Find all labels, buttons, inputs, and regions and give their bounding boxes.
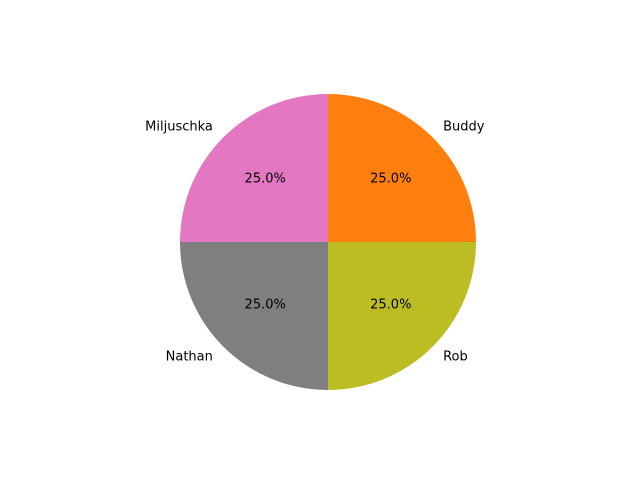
percent-label-buddy: 25.0% <box>370 172 411 187</box>
slice-label-buddy: Buddy <box>443 119 485 134</box>
slice-label-miljuschka: Miljuschka <box>145 119 213 134</box>
pie-slices <box>180 94 476 390</box>
percent-label-miljuschka: 25.0% <box>245 172 286 187</box>
slice-label-nathan: Nathan <box>166 350 213 365</box>
pie-slice-rob <box>328 242 476 390</box>
pie-slice-buddy <box>328 94 476 242</box>
pie-labels: Buddy 25.0% Rob 25.0% Nathan 25.0% Miljuschka 2… <box>145 119 485 364</box>
slice-label-rob: Rob <box>443 350 468 365</box>
percent-label-rob: 25.0% <box>370 297 411 312</box>
percent-label-nathan: 25.0% <box>245 297 286 312</box>
pie-slice-miljuschka <box>180 94 328 242</box>
pie-slice-nathan <box>180 242 328 390</box>
